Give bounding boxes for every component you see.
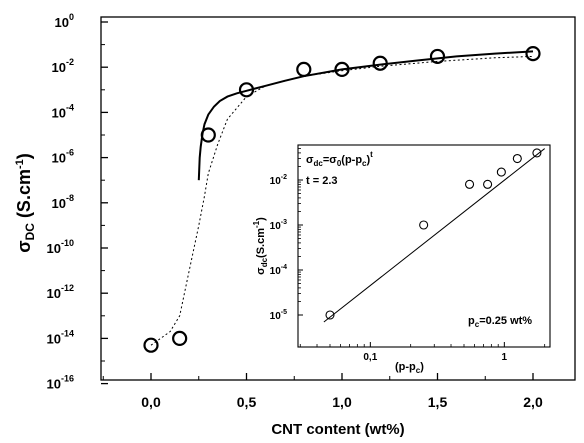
y-tick-label: 10-6	[52, 148, 74, 166]
main-plot: 10010-210-410-610-810-1010-1210-1410-16 …	[14, 12, 576, 438]
main-x-axis: 0,0 0,5 1,0 1,5 2,0	[102, 373, 543, 410]
inset-eq-mid: =σ	[323, 154, 337, 166]
inset-eq-close: )	[367, 154, 371, 166]
y-axis-title-sup: -1	[14, 159, 26, 169]
data-point	[296, 61, 312, 77]
y-tick-exponent: -10	[61, 238, 74, 248]
dotted-fit-curve	[150, 55, 534, 346]
y-tick-exponent: -2	[66, 57, 74, 67]
data-point	[143, 337, 159, 353]
inset-y-axis-title: σdc(S.cm-1)	[252, 217, 269, 275]
inset-threshold-value: =0.25 wt%	[479, 315, 532, 327]
inset-ytitle-sigma: σ	[255, 267, 267, 275]
inset-ytitle-close: )	[255, 217, 267, 221]
inset-y-tick-label: 10-2	[270, 174, 287, 187]
y-tick-label: 10-4	[52, 102, 74, 120]
y-tick-exponent: -12	[61, 283, 74, 293]
data-point	[334, 61, 350, 77]
inset-eq-sub-0: 0	[337, 159, 342, 168]
inset-eq-sup-t: t	[370, 150, 373, 159]
y-tick-exponent: -8	[66, 193, 74, 203]
inset-xtitle-close: )	[420, 361, 424, 373]
inset-x-tick-label: 1	[502, 352, 508, 363]
inset-data-point	[419, 220, 429, 230]
inset-data-point	[512, 153, 522, 164]
y-tick-label: 100	[55, 12, 74, 30]
inset-ytitle-sup: -1	[252, 220, 261, 228]
inset-xtitle-main: (p-p	[395, 361, 416, 373]
y-tick-exponent: -4	[66, 102, 74, 112]
inset-x-axis: 0,1 1	[299, 342, 546, 363]
data-point	[429, 48, 446, 65]
inset-threshold-p: p	[468, 315, 475, 327]
x-axis-title: CNT content (wt%)	[271, 421, 404, 438]
main-y-axis: 100 10-2 10-4 10-6 10-8 10-10 10-12 10-14 10-16	[47, 12, 108, 392]
inset-ytitle-sub: dc	[260, 257, 269, 267]
data-point	[238, 82, 255, 98]
y-tick-exponent: -14	[61, 328, 74, 338]
inset-y-tick-exponent: -2	[281, 174, 287, 181]
inset-y-tick-exponent: -5	[281, 309, 287, 316]
main-data-points	[143, 45, 541, 353]
inset-data-point	[325, 310, 335, 320]
y-tick-label: 10-12	[47, 283, 74, 301]
inset-y-tick-label: 10-5	[270, 309, 287, 322]
inset-eq-sub-c: c	[362, 159, 367, 168]
inset-threshold-sub: c	[475, 320, 480, 329]
y-tick-exponent: 0	[69, 12, 74, 22]
x-tick-label: 2,0	[523, 394, 543, 410]
y-tick-exponent: -6	[66, 148, 74, 158]
data-point	[200, 127, 216, 143]
y-axis-title-sub: DC	[23, 223, 37, 241]
inset-data-point	[496, 167, 506, 177]
y-tick-label: 10-14	[47, 328, 74, 346]
y-axis-title-units: (S.cm	[14, 169, 34, 223]
inset-data-point	[464, 179, 475, 189]
y-tick-label: 10-2	[52, 57, 74, 75]
y-tick-label: 10-16	[47, 374, 74, 392]
inset-y-tick-label: 10-3	[270, 219, 287, 232]
inset-frame	[297, 144, 551, 348]
inset-eq-paren: (p-p	[341, 154, 362, 166]
x-tick-label: 1,0	[332, 394, 352, 410]
inset-data-point	[483, 179, 493, 189]
data-point	[372, 55, 388, 71]
inset-data-points	[325, 148, 542, 320]
y-tick-exponent: -16	[61, 374, 74, 384]
y-axis-title-close: )	[14, 153, 34, 159]
data-point	[172, 330, 188, 346]
inset-fit-line	[323, 148, 545, 323]
inset-plot: 10-210-310-410-5 0,1 1 σdc=σ0(p-pc)t t = …	[252, 144, 551, 375]
inset-equation: σdc=σ0(p-pc)t	[306, 150, 373, 168]
y-axis-title-sigma: σ	[14, 240, 34, 252]
inset-x-axis-title: (p-pc)	[395, 361, 424, 375]
x-tick-label: 1,5	[428, 394, 448, 410]
data-point	[525, 45, 541, 62]
inset-exponent-label: t = 2.3	[306, 175, 338, 187]
inset-y-tick-exponent: -3	[281, 219, 287, 226]
inset-ytitle-units: (S.cm	[255, 228, 267, 258]
inset-y-tick-label: 10-4	[270, 264, 287, 277]
y-tick-label: 10-10	[47, 238, 74, 256]
inset-eq-sub-dc: dc	[314, 159, 324, 168]
main-plot-frame	[100, 16, 576, 381]
inset-xtitle-sub: c	[416, 366, 421, 375]
inset-eq-sigma: σ	[306, 154, 314, 166]
x-tick-label: 0,5	[237, 394, 257, 410]
x-tick-label: 0,0	[141, 394, 161, 410]
inset-threshold-label: pc=0.25 wt%	[468, 315, 532, 329]
inset-data-point	[532, 148, 542, 158]
y-tick-label: 10-8	[52, 193, 74, 211]
y-axis-title: σDC (S.cm-1)	[14, 153, 37, 252]
inset-x-tick-label: 0,1	[363, 352, 377, 363]
inset-y-tick-exponent: -4	[281, 264, 287, 271]
